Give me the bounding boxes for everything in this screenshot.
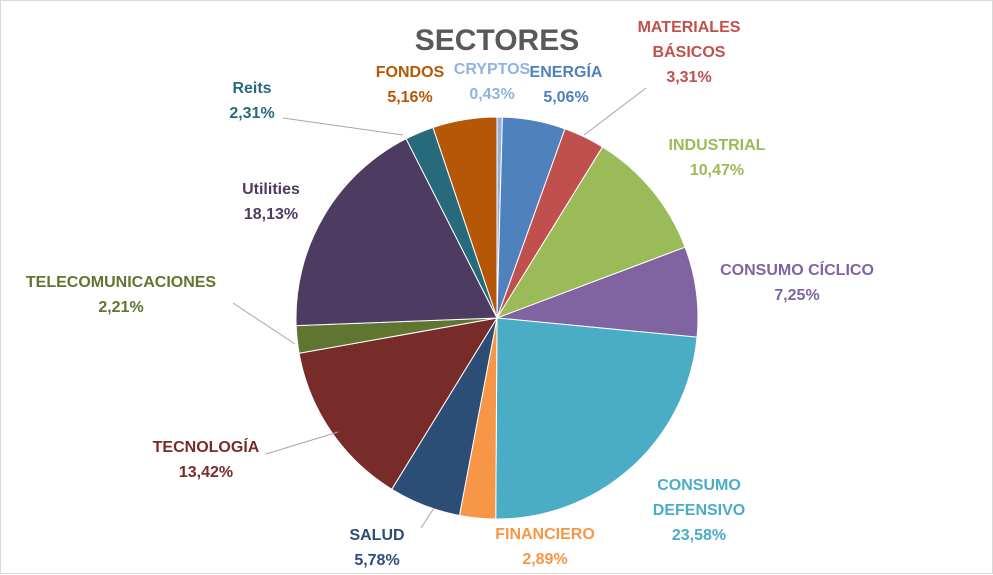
leader-line xyxy=(265,431,339,455)
slice-label: Reits 2,31% xyxy=(229,80,274,122)
slice-label: Utilities 18,13% xyxy=(242,181,300,223)
slice-label: FINANCIERO 2,89% xyxy=(495,526,595,568)
slice-label: CRYPTOS 0,43% xyxy=(454,61,531,103)
pie-slice-tecnolog-a xyxy=(298,317,499,490)
slice-label: CONSUMO CÍCLICO 7,25% xyxy=(720,260,874,304)
leader-line xyxy=(583,87,647,136)
pie-slices xyxy=(295,116,699,520)
pie-slice-fondos xyxy=(432,116,498,319)
slice-label: FONDOS 5,16% xyxy=(376,64,445,106)
slice-labels: CRYPTOS 0,43%ENERGÍA 5,06% MATERIALES BÁSICO… xyxy=(26,19,874,569)
pie-slice-industrial xyxy=(495,146,686,319)
leader-lines xyxy=(232,87,647,529)
leader-line xyxy=(232,302,296,345)
leader-line xyxy=(420,507,435,529)
pie-slice-consumo-defensivo xyxy=(495,317,698,520)
slice-label: MATERIALES BÁSICOS 3,31% xyxy=(638,19,741,86)
slice-label: ENERGÍA 5,06% xyxy=(530,62,603,106)
slice-label: INDUSTRIAL 10,47% xyxy=(669,137,766,179)
slice-label: TECNOLOGÍA 13,42% xyxy=(153,437,260,481)
slice-label: TELECOMUNICACIONES 2,21% xyxy=(26,274,217,316)
chart-title: SECTORES xyxy=(415,24,580,57)
slice-label: CONSUMO DEFENSIVO 23,58% xyxy=(653,477,745,544)
leader-line xyxy=(282,117,404,136)
pie-slice-utilities xyxy=(295,138,498,327)
slice-label: SALUD 5,78% xyxy=(349,527,404,569)
